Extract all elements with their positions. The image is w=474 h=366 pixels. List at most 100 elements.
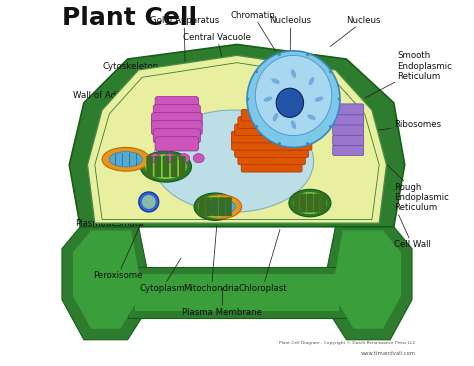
Text: Rough
Endoplasmic
Reticulum: Rough Endoplasmic Reticulum	[374, 152, 449, 213]
FancyBboxPatch shape	[231, 138, 312, 150]
Ellipse shape	[145, 154, 187, 179]
FancyBboxPatch shape	[152, 121, 202, 135]
Ellipse shape	[198, 196, 232, 218]
Ellipse shape	[264, 97, 273, 102]
FancyBboxPatch shape	[333, 114, 364, 125]
Ellipse shape	[276, 88, 303, 117]
Ellipse shape	[306, 53, 309, 56]
Text: Smooth
Endoplasmic
Reticulum: Smooth Endoplasmic Reticulum	[365, 52, 452, 98]
Text: www.timandvali.com: www.timandvali.com	[361, 351, 416, 356]
Polygon shape	[69, 44, 405, 227]
FancyBboxPatch shape	[333, 135, 364, 145]
FancyBboxPatch shape	[153, 129, 201, 143]
Ellipse shape	[255, 125, 258, 128]
Ellipse shape	[153, 110, 314, 212]
Text: Cytoplasm: Cytoplasm	[139, 258, 185, 293]
Ellipse shape	[109, 152, 142, 167]
Ellipse shape	[179, 154, 190, 163]
FancyBboxPatch shape	[205, 197, 212, 216]
Ellipse shape	[309, 77, 314, 85]
FancyBboxPatch shape	[152, 113, 202, 127]
FancyBboxPatch shape	[146, 156, 153, 177]
FancyBboxPatch shape	[225, 197, 232, 216]
FancyBboxPatch shape	[163, 156, 169, 177]
FancyBboxPatch shape	[171, 156, 177, 177]
Polygon shape	[128, 267, 346, 318]
Ellipse shape	[293, 192, 327, 214]
Text: Cell Wall: Cell Wall	[394, 215, 431, 250]
FancyBboxPatch shape	[300, 194, 307, 213]
FancyBboxPatch shape	[333, 104, 364, 115]
Ellipse shape	[200, 195, 242, 219]
Ellipse shape	[278, 142, 281, 145]
FancyBboxPatch shape	[155, 137, 199, 151]
FancyBboxPatch shape	[212, 197, 219, 216]
Ellipse shape	[246, 98, 249, 101]
Ellipse shape	[278, 53, 281, 56]
FancyBboxPatch shape	[307, 194, 313, 213]
Polygon shape	[332, 231, 401, 329]
Ellipse shape	[273, 113, 278, 122]
FancyBboxPatch shape	[238, 117, 305, 128]
FancyBboxPatch shape	[293, 194, 300, 213]
Text: Plant Cell Diagram - Copyright © Dutch Renaissance Press LLC: Plant Cell Diagram - Copyright © Dutch R…	[279, 341, 416, 345]
Text: Wall of Adjacent Cell: Wall of Adjacent Cell	[73, 91, 162, 115]
FancyBboxPatch shape	[219, 197, 225, 216]
Text: Peroxisome: Peroxisome	[93, 211, 146, 280]
Ellipse shape	[142, 195, 155, 209]
FancyBboxPatch shape	[238, 153, 305, 165]
Text: Cytoskeleton: Cytoskeleton	[102, 62, 158, 86]
Ellipse shape	[315, 97, 323, 102]
Polygon shape	[73, 231, 142, 329]
Polygon shape	[88, 55, 386, 223]
Ellipse shape	[194, 193, 236, 220]
Text: Mitochondria: Mitochondria	[183, 226, 239, 293]
FancyBboxPatch shape	[179, 156, 185, 177]
Text: Plasmodesmata: Plasmodesmata	[75, 200, 143, 228]
Ellipse shape	[271, 78, 280, 84]
Ellipse shape	[193, 154, 204, 163]
Polygon shape	[135, 274, 339, 311]
FancyBboxPatch shape	[199, 197, 205, 216]
FancyBboxPatch shape	[241, 160, 302, 172]
FancyBboxPatch shape	[333, 145, 364, 156]
FancyBboxPatch shape	[231, 131, 312, 143]
Ellipse shape	[329, 125, 332, 128]
Ellipse shape	[164, 154, 175, 163]
FancyBboxPatch shape	[241, 109, 302, 121]
FancyBboxPatch shape	[155, 97, 199, 111]
FancyBboxPatch shape	[153, 105, 201, 119]
Text: Plant Cell: Plant Cell	[62, 6, 197, 30]
Ellipse shape	[307, 115, 316, 120]
Text: Nucleus: Nucleus	[330, 16, 381, 46]
FancyBboxPatch shape	[155, 156, 161, 177]
Ellipse shape	[149, 154, 160, 163]
FancyBboxPatch shape	[313, 194, 320, 213]
FancyBboxPatch shape	[235, 146, 309, 157]
FancyBboxPatch shape	[333, 124, 364, 135]
Ellipse shape	[337, 98, 340, 101]
Text: Plasma Membrane: Plasma Membrane	[182, 288, 263, 317]
Ellipse shape	[291, 120, 296, 129]
Text: Chromatin: Chromatin	[231, 11, 276, 51]
Ellipse shape	[139, 192, 159, 212]
FancyBboxPatch shape	[320, 194, 327, 213]
Ellipse shape	[206, 199, 235, 214]
Polygon shape	[95, 63, 379, 220]
Ellipse shape	[102, 147, 149, 171]
Ellipse shape	[306, 142, 309, 145]
Polygon shape	[62, 227, 153, 340]
FancyBboxPatch shape	[235, 124, 309, 135]
Ellipse shape	[140, 151, 191, 182]
Ellipse shape	[289, 189, 331, 217]
Ellipse shape	[329, 70, 332, 73]
Text: Nucleolus: Nucleolus	[270, 16, 312, 71]
Ellipse shape	[291, 69, 296, 78]
Polygon shape	[321, 227, 412, 340]
Text: Central Vacuole: Central Vacuole	[183, 33, 251, 86]
Text: Ribosomes: Ribosomes	[367, 120, 441, 131]
Ellipse shape	[255, 55, 332, 135]
Ellipse shape	[247, 51, 340, 147]
Ellipse shape	[255, 70, 258, 73]
Text: Chloroplast: Chloroplast	[238, 229, 287, 293]
